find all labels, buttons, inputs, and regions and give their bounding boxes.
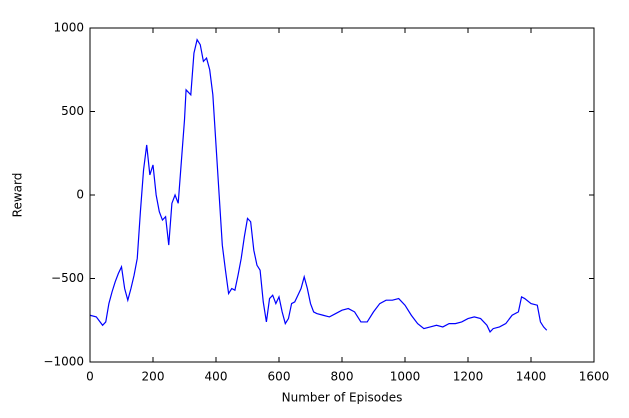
y-tick-label: 0 xyxy=(76,188,84,202)
y-tick-label: −500 xyxy=(51,271,84,285)
x-tick-label: 1000 xyxy=(390,370,421,384)
y-axis-label: Reward xyxy=(11,173,25,218)
x-tick-label: 200 xyxy=(142,370,165,384)
x-tick-label: 1200 xyxy=(453,370,484,384)
x-tick-label: 400 xyxy=(205,370,228,384)
x-tick-label: 0 xyxy=(86,370,94,384)
data-line xyxy=(89,38,548,333)
x-axis-label: Number of Episodes xyxy=(282,391,403,405)
y-tick-label: −1000 xyxy=(43,355,84,369)
x-tick-label: 1600 xyxy=(579,370,610,384)
x-tick-label: 1400 xyxy=(516,370,547,384)
y-tick-label: 500 xyxy=(61,104,84,118)
y-tick-label: 1000 xyxy=(53,21,84,35)
x-tick-label: 600 xyxy=(268,370,291,384)
x-tick-label: 800 xyxy=(331,370,354,384)
